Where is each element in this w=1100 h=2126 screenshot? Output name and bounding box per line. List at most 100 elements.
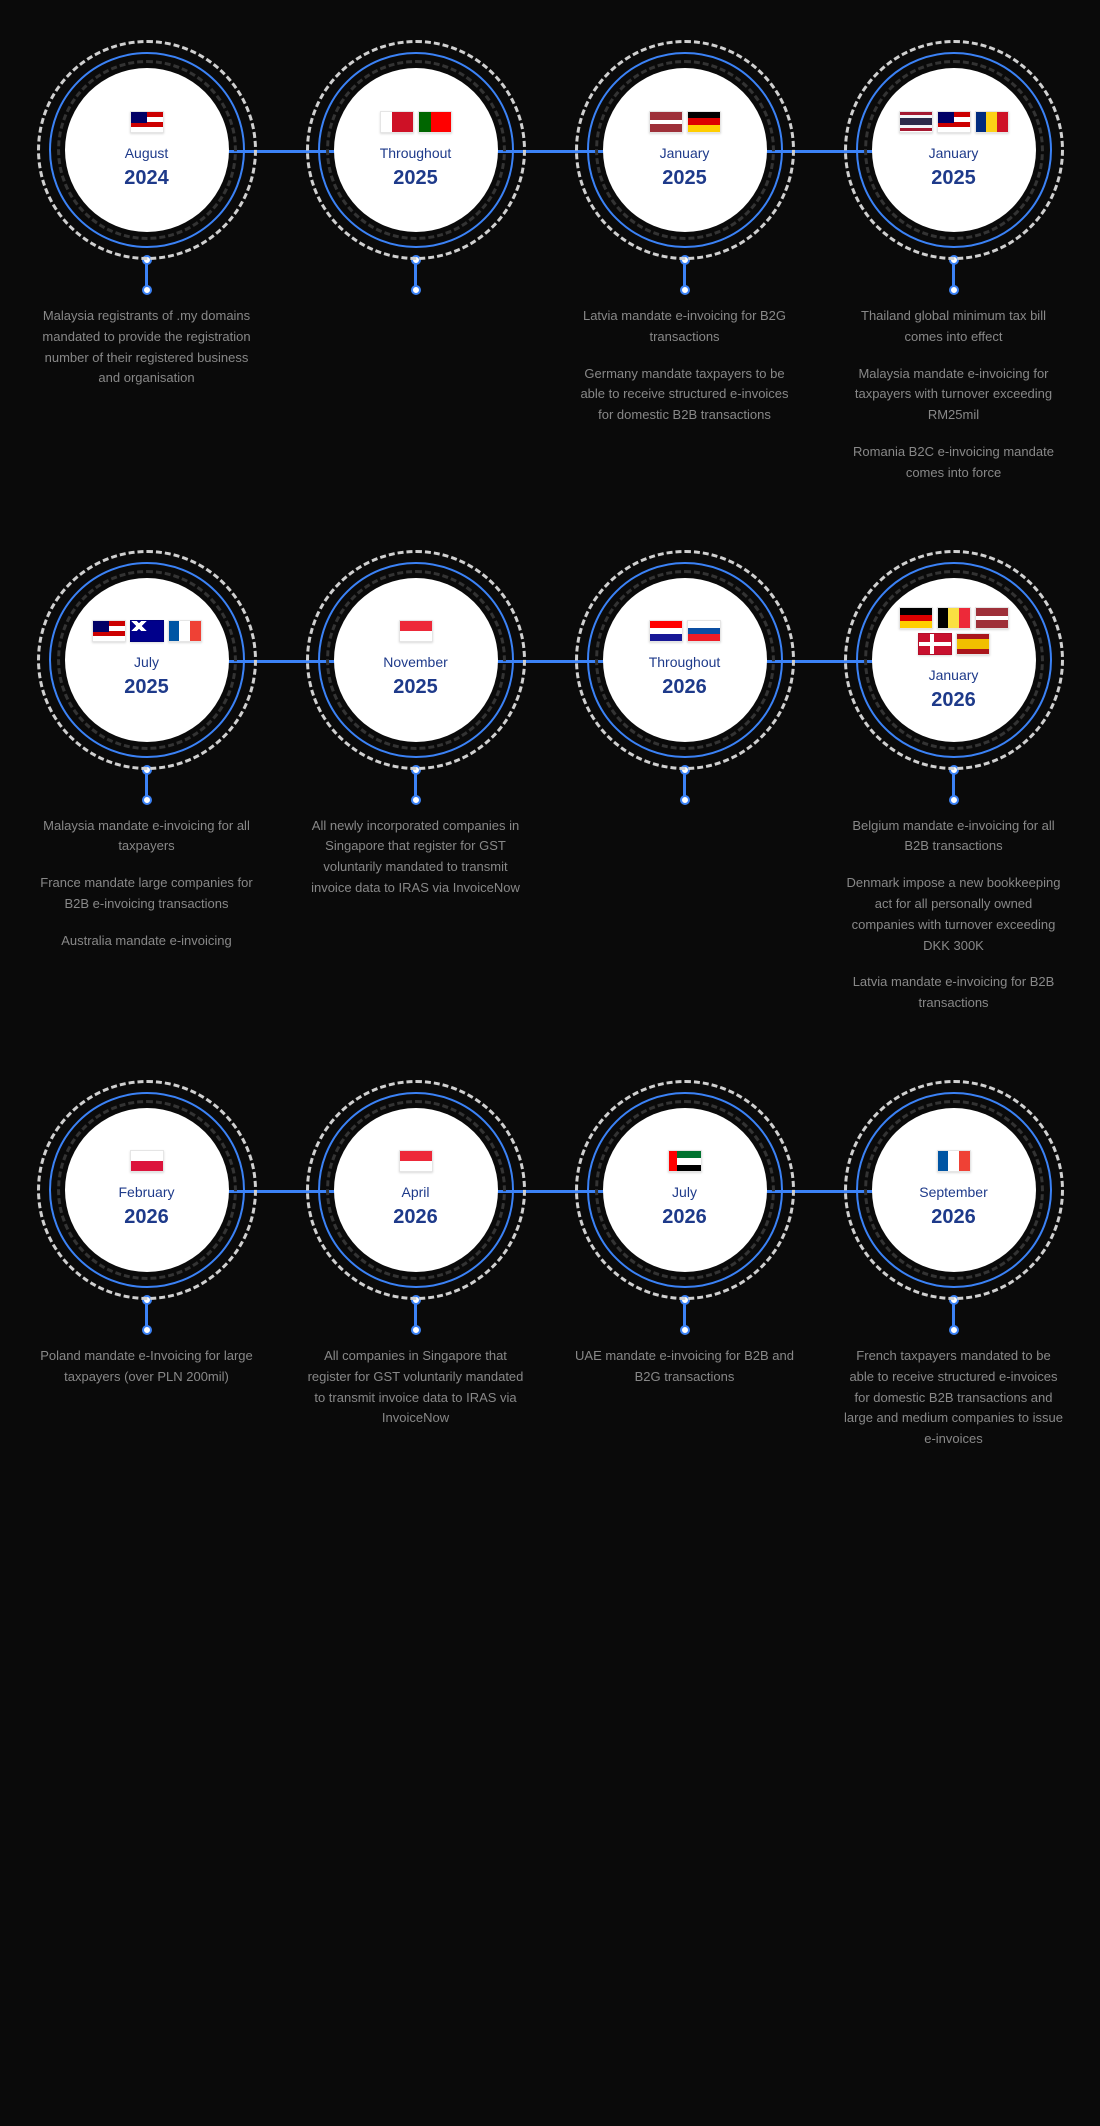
singapore-flag-icon: [399, 620, 433, 642]
singapore-flag-icon: [399, 1150, 433, 1172]
node-description: Romania B2C e-invoicing mandate comes in…: [844, 442, 1064, 484]
uae-flag-icon: [668, 1150, 702, 1172]
node-description: All companies in Singapore that register…: [306, 1346, 526, 1429]
node-flags: [130, 1150, 164, 1172]
node-description: Malaysia mandate e-invoicing for all tax…: [37, 816, 257, 858]
row-connector-line: [150, 660, 950, 663]
node-descriptions: Malaysia registrants of .my domains mand…: [37, 306, 257, 405]
node-connector: [683, 260, 686, 290]
node-description: Australia mandate e-invoicing: [37, 931, 257, 952]
node-flags: [92, 620, 202, 642]
node-descriptions: All companies in Singapore that register…: [306, 1346, 526, 1445]
belgium-flag-icon: [937, 607, 971, 629]
node-descriptions: Thailand global minimum tax bill comes i…: [844, 306, 1064, 500]
node-month: January: [929, 667, 979, 683]
germany-flag-icon: [687, 111, 721, 133]
node-connector: [952, 260, 955, 290]
node-year: 2025: [124, 676, 169, 699]
node-connector: [952, 770, 955, 800]
node-connector: [145, 1300, 148, 1330]
node-descriptions: Latvia mandate e-invoicing for B2G trans…: [575, 306, 795, 442]
node-month: Throughout: [380, 145, 452, 161]
node-flags: [649, 620, 721, 642]
node-year: 2025: [662, 167, 707, 190]
node-circle: Throughout2026: [575, 550, 795, 770]
node-year: 2026: [931, 1206, 976, 1229]
node-flags: [937, 1150, 971, 1172]
node-year: 2025: [393, 676, 438, 699]
timeline-node: Throughout2026: [558, 550, 811, 1030]
croatia-flag-icon: [649, 620, 683, 642]
node-month: July: [134, 654, 159, 670]
node-description: Malaysia mandate e-invoicing for taxpaye…: [844, 364, 1064, 426]
node-circle: January 2025: [575, 40, 795, 260]
node-year: 2025: [931, 167, 976, 190]
timeline-node: November2025 All newly incorporated compa…: [289, 550, 542, 1030]
node-flags: [399, 1150, 433, 1172]
timeline-node: January 2025 Latvia mandate e-invoicing fo…: [558, 40, 811, 500]
node-description: All newly incorporated companies in Sing…: [306, 816, 526, 899]
node-year: 2026: [662, 676, 707, 699]
malaysia-flag-icon: [937, 111, 971, 133]
node-month: January: [929, 145, 979, 161]
node-description: Poland mandate e-Invoicing for large tax…: [37, 1346, 257, 1388]
france-flag-icon: [168, 620, 202, 642]
timeline-row: February 2026 Poland mandate e-Invoicing f…: [20, 1080, 1080, 1466]
node-description: Thailand global minimum tax bill comes i…: [844, 306, 1064, 348]
node-month: July: [672, 1184, 697, 1200]
node-year: 2024: [124, 167, 169, 190]
timeline-node: August2024 Malaysia registrants of .my do…: [20, 40, 273, 500]
node-connector: [683, 1300, 686, 1330]
node-flags: [380, 111, 452, 133]
node-description: Latvia mandate e-invoicing for B2G trans…: [575, 306, 795, 348]
node-description: French taxpayers mandated to be able to …: [844, 1346, 1064, 1450]
node-year: 2025: [393, 167, 438, 190]
node-month: April: [401, 1184, 429, 1200]
node-year: 2026: [124, 1206, 169, 1229]
node-circle: July 2025: [37, 550, 257, 770]
node-circle: September2026: [844, 1080, 1064, 1300]
romania-flag-icon: [975, 111, 1009, 133]
node-month: February: [118, 1184, 174, 1200]
node-circle: April 2026: [306, 1080, 526, 1300]
node-connector: [683, 770, 686, 800]
timeline-node: July 2025 Malaysia mandate e-invoicing for…: [20, 550, 273, 1030]
timeline-node: January 2026 Belgium mandate e-invoicing f…: [827, 550, 1080, 1030]
node-descriptions: Belgium mandate e-invoicing for all B2B …: [844, 816, 1064, 1030]
node-connector: [414, 770, 417, 800]
germany-flag-icon: [899, 607, 933, 629]
node-flags: [399, 620, 433, 642]
node-circle: August2024: [37, 40, 257, 260]
spain-flag-icon: [956, 633, 990, 655]
node-connector: [414, 260, 417, 290]
node-circle: January 2025: [844, 40, 1064, 260]
node-description: Germany mandate taxpayers to be able to …: [575, 364, 795, 426]
node-flags: [649, 111, 721, 133]
node-descriptions: Poland mandate e-Invoicing for large tax…: [37, 1346, 257, 1404]
node-descriptions: Malaysia mandate e-invoicing for all tax…: [37, 816, 257, 968]
node-year: 2026: [931, 689, 976, 712]
malaysia-flag-icon: [130, 111, 164, 133]
timeline-node: January 2025 Thailand global minimum tax b…: [827, 40, 1080, 500]
thailand-flag-icon: [899, 111, 933, 133]
france-flag-icon: [937, 1150, 971, 1172]
timeline-node: April 2026 All companies in Singapore that…: [289, 1080, 542, 1466]
portugal-flag-icon: [418, 111, 452, 133]
node-description: Malaysia registrants of .my domains mand…: [37, 306, 257, 389]
node-month: January: [660, 145, 710, 161]
node-circle: November2025: [306, 550, 526, 770]
timeline-container: August2024 Malaysia registrants of .my do…: [20, 40, 1080, 1466]
timeline-row: August2024 Malaysia registrants of .my do…: [20, 40, 1080, 500]
node-year: 2026: [393, 1206, 438, 1229]
node-descriptions: UAE mandate e-invoicing for B2B and B2G …: [575, 1346, 795, 1404]
node-connector: [145, 260, 148, 290]
node-description: Belgium mandate e-invoicing for all B2B …: [844, 816, 1064, 858]
node-flags: [894, 607, 1014, 655]
latvia-flag-icon: [649, 111, 683, 133]
node-descriptions: French taxpayers mandated to be able to …: [844, 1346, 1064, 1466]
australia-flag-icon: [130, 620, 164, 642]
row-connector-line: [150, 1190, 950, 1193]
timeline-node: September2026 French taxpayers mandated t…: [827, 1080, 1080, 1466]
timeline-row: July 2025 Malaysia mandate e-invoicing for…: [20, 550, 1080, 1030]
node-circle: February 2026: [37, 1080, 257, 1300]
